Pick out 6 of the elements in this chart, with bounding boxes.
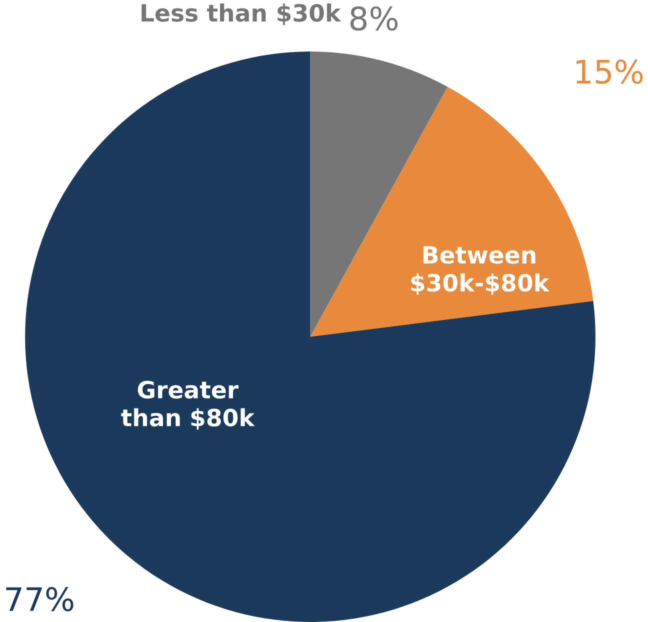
data-label: 15% — [576, 60, 643, 84]
slice-label: Greater than $80k — [121, 380, 255, 430]
slice-label: Between $30k-$80k — [411, 246, 550, 295]
data-label: 77% — [6, 587, 74, 612]
data-label: 8% — [350, 6, 398, 31]
slice-label: Less than $30k — [142, 4, 342, 25]
